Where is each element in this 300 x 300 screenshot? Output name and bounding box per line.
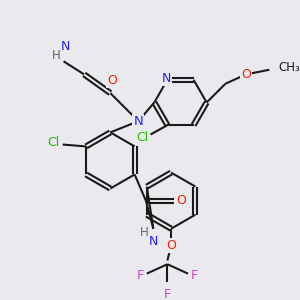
Text: N: N: [162, 72, 171, 86]
Text: O: O: [107, 74, 117, 86]
Text: F: F: [137, 269, 144, 282]
Text: F: F: [164, 288, 171, 300]
Text: F: F: [191, 269, 198, 282]
Text: N: N: [149, 235, 158, 248]
Text: O: O: [241, 68, 251, 81]
Text: O: O: [166, 239, 176, 252]
Text: H: H: [140, 226, 148, 239]
Text: N: N: [134, 115, 143, 128]
Text: Cl: Cl: [47, 136, 59, 149]
Text: Cl: Cl: [136, 131, 148, 144]
Text: N: N: [61, 40, 70, 53]
Text: H: H: [52, 49, 61, 62]
Text: CH₃: CH₃: [279, 61, 300, 74]
Text: O: O: [176, 194, 186, 207]
